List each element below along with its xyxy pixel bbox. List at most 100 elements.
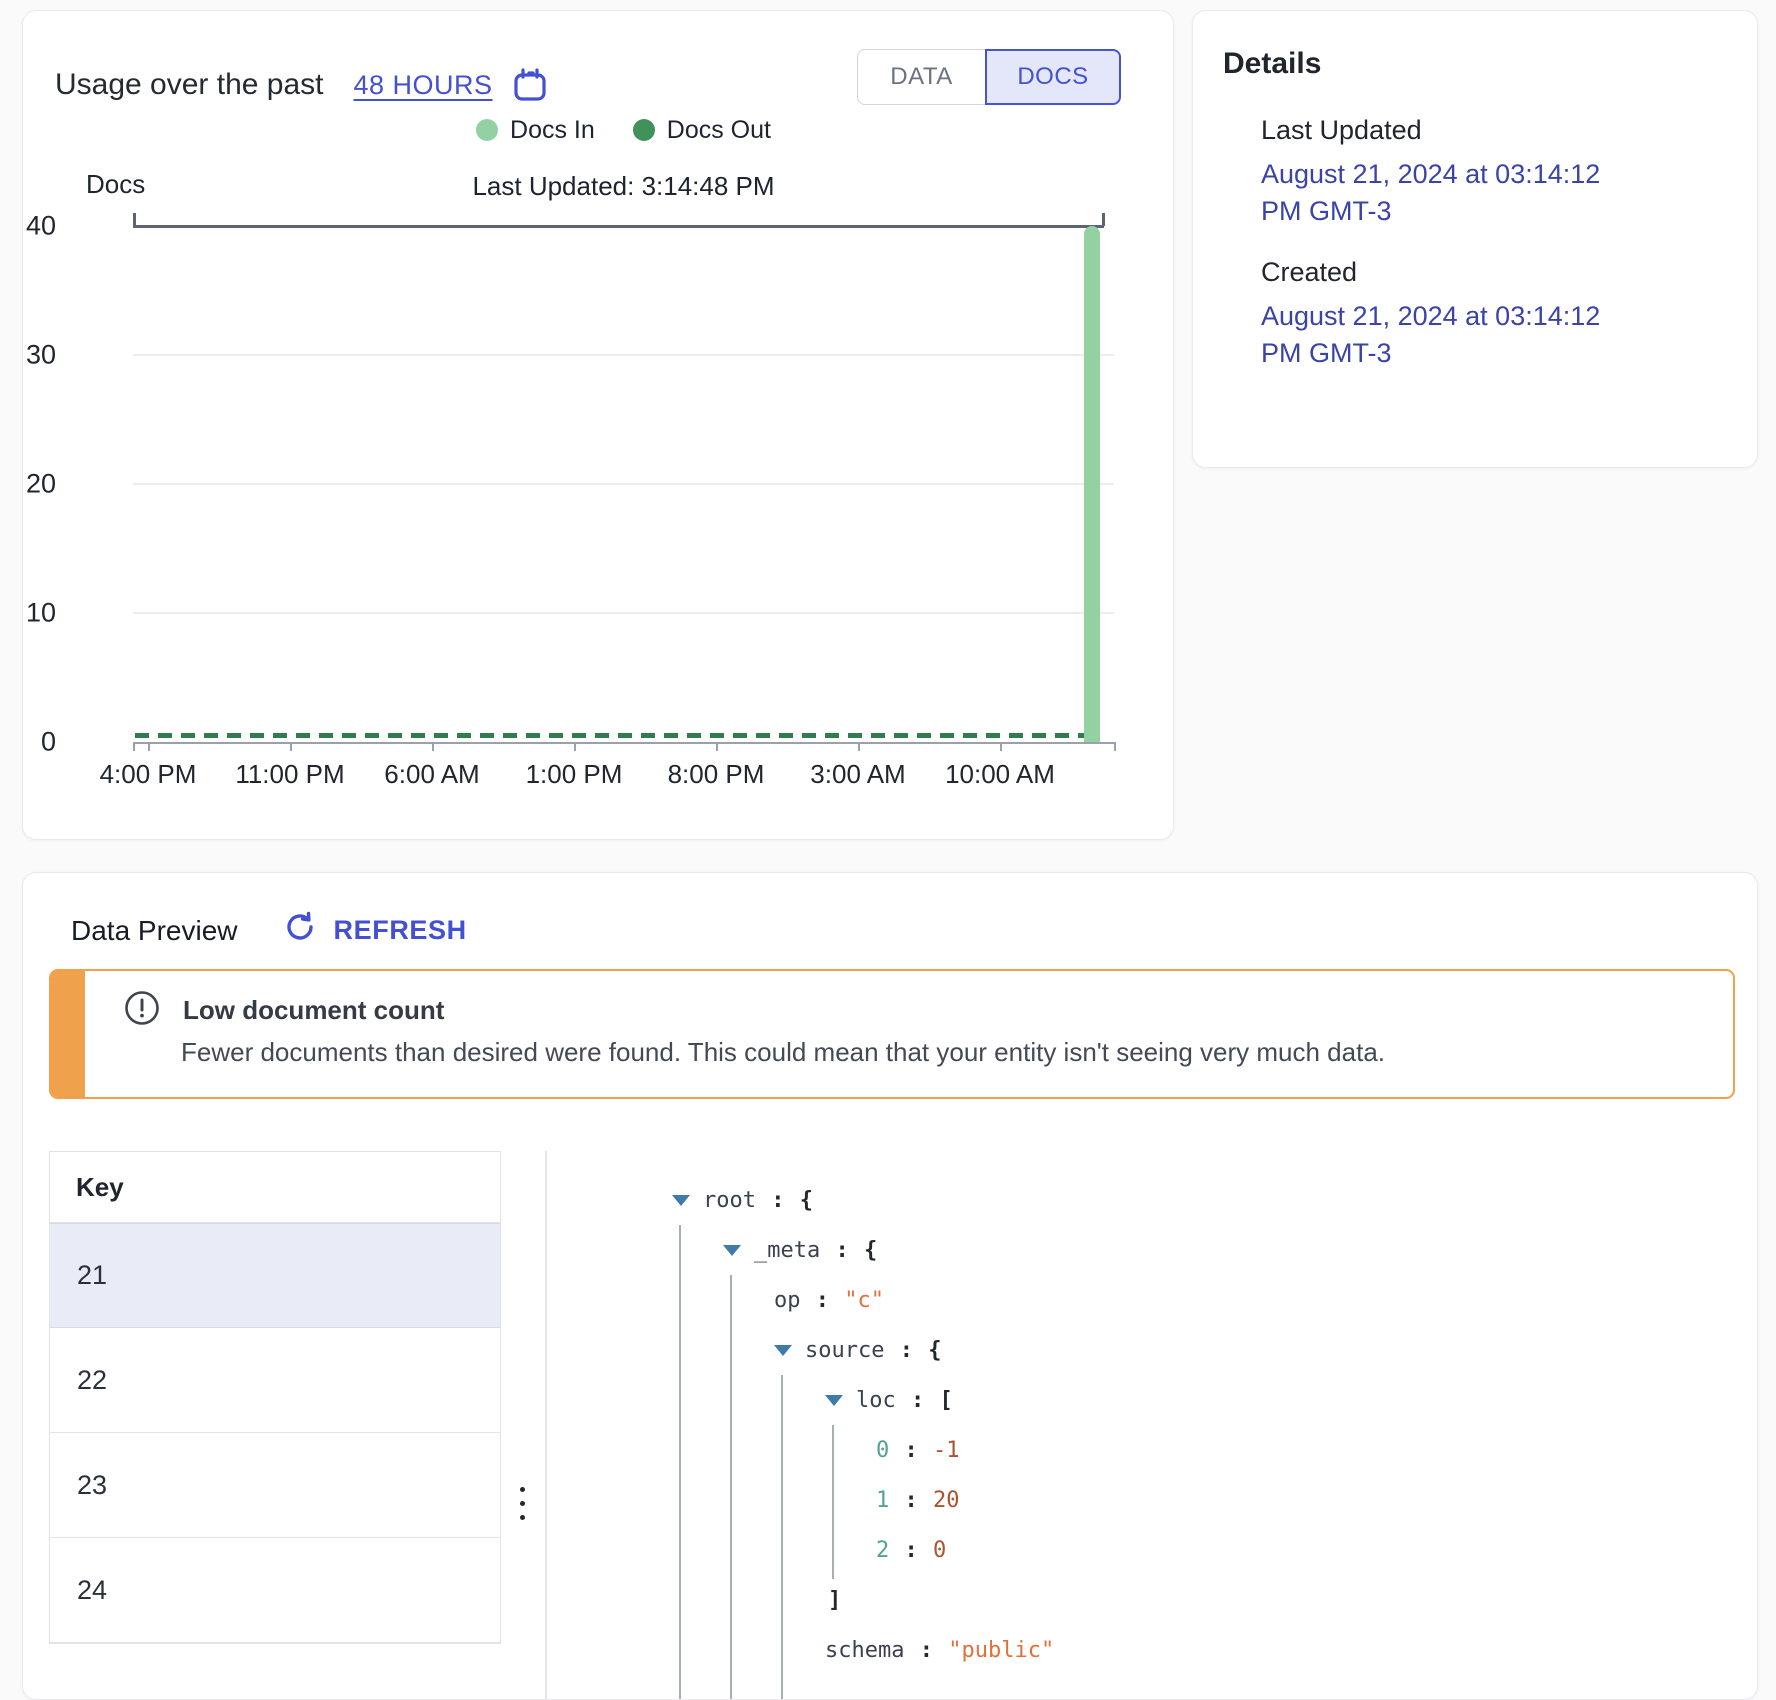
json-tree-row: root : {	[23, 1175, 1757, 1225]
usage-card: Usage over the past 48 HOURS DATA DOCS D…	[22, 10, 1174, 840]
json-value: 0	[933, 1537, 947, 1563]
warning-icon	[123, 989, 161, 1032]
json-key: schema	[825, 1637, 905, 1663]
panel-resize-handle[interactable]	[509, 1473, 535, 1533]
json-value: "public"	[948, 1637, 1055, 1663]
x-tick-label: 4:00 PM	[99, 759, 197, 789]
x-tick	[1000, 742, 1002, 751]
collapse-arrow-icon[interactable]	[774, 1344, 792, 1356]
preview-title: Data Preview	[71, 914, 238, 946]
json-colon: :	[822, 1237, 862, 1263]
calendar-icon[interactable]	[509, 64, 551, 106]
json-colon: :	[757, 1187, 798, 1213]
json-colon: :	[897, 1387, 938, 1413]
detail-last-updated: Last Updated August 21, 2024 at 03:14:12…	[1261, 115, 1733, 230]
close-bracket: ]	[828, 1587, 842, 1613]
json-key: op	[774, 1287, 801, 1313]
json-key: source	[805, 1337, 885, 1363]
key-table-row[interactable]: 24	[50, 1538, 500, 1643]
json-colon: :	[891, 1437, 931, 1463]
open-bracket: {	[928, 1337, 942, 1363]
json-value: "c"	[844, 1287, 884, 1313]
x-tick-label: 3:00 AM	[810, 759, 906, 789]
refresh-button[interactable]: REFRESH	[282, 909, 467, 952]
detail-label: Created	[1261, 257, 1358, 287]
details-title: Details	[1223, 47, 1322, 80]
x-tick	[290, 742, 292, 751]
json-colon: :	[891, 1487, 931, 1513]
json-value: -1	[933, 1437, 960, 1463]
json-key: 1	[876, 1487, 890, 1513]
x-tick-label: 8:00 PM	[667, 759, 765, 789]
open-bracket: {	[863, 1237, 878, 1263]
tree-guide-line	[781, 1375, 783, 1699]
json-tree-row: 0 : -1	[23, 1425, 1757, 1475]
json-tree-row: source : {	[23, 1325, 1757, 1375]
usage-title: Usage over the past	[55, 68, 324, 101]
x-tick	[574, 742, 576, 751]
data-preview-card: Data Preview REFRESH Low document count	[22, 872, 1758, 1700]
x-axis-line	[133, 742, 1114, 744]
alert-message: Fewer documents than desired were found.…	[181, 1037, 1386, 1067]
detail-created: Created August 21, 2024 at 03:14:12 PM G…	[1261, 257, 1733, 372]
detail-value: August 21, 2024 at 03:14:12 PM GMT-3	[1261, 301, 1601, 368]
usage-chart-plot: 40 30 20 10 0 4:00 PM 11:00 PM 6:00 AM 1:00 PM 8:…	[26, 211, 1116, 789]
details-card: Details Last Updated August 21, 2024 at …	[1192, 10, 1758, 468]
json-key: 2	[876, 1537, 890, 1563]
key-table-row[interactable]: 22	[50, 1328, 500, 1433]
chart-top-line	[133, 225, 1104, 228]
x-tick-label: 1:00 PM	[525, 759, 623, 789]
json-key: loc	[856, 1387, 896, 1413]
detail-value: August 21, 2024 at 03:14:12 PM GMT-3	[1261, 159, 1601, 226]
open-bracket: {	[799, 1187, 813, 1213]
json-tree-row: op : "c"	[23, 1275, 1757, 1325]
tree-guide-line	[832, 1425, 834, 1579]
refresh-icon	[282, 909, 318, 952]
json-tree-row: 1 : 20	[23, 1475, 1757, 1525]
collapse-arrow-icon[interactable]	[672, 1194, 690, 1206]
legend-item-docs-out[interactable]: Docs Out	[632, 116, 771, 145]
alert-title: Low document count	[183, 995, 445, 1025]
y-axis-title: Docs	[86, 169, 146, 199]
key-table: Key 21 22 23 24	[49, 1151, 501, 1644]
x-tick	[148, 742, 150, 751]
json-tree-row: 2 : 0	[23, 1525, 1757, 1575]
x-tick-label: 11:00 PM	[235, 759, 345, 789]
json-colon: :	[886, 1337, 927, 1363]
detail-label: Last Updated	[1261, 115, 1422, 145]
usage-header: Usage over the past 48 HOURS DATA DOCS	[55, 49, 1147, 115]
legend-item-docs-in[interactable]: Docs In	[476, 116, 595, 145]
low-document-count-alert: Low document count Fewer documents than …	[49, 969, 1735, 1099]
gridline	[133, 354, 1114, 356]
range-48-hours-link[interactable]: 48 HOURS	[353, 69, 493, 100]
y-tick-label: 40	[25, 210, 56, 241]
x-tick	[716, 742, 718, 751]
panel-divider	[545, 1151, 547, 1699]
json-tree-row: loc : [	[23, 1375, 1757, 1425]
tree-guide-line	[730, 1275, 732, 1699]
collapse-arrow-icon[interactable]	[825, 1394, 843, 1406]
json-tree-row: ]	[23, 1575, 1757, 1625]
docs-in-bar[interactable]	[1084, 226, 1100, 742]
json-key: _meta	[754, 1237, 821, 1263]
json-colon: :	[802, 1287, 843, 1313]
key-table-row[interactable]: 21	[50, 1223, 500, 1328]
docs-in-dot-icon	[476, 119, 499, 141]
y-tick-label: 10	[25, 597, 56, 628]
x-tick-label: 10:00 AM	[945, 759, 1055, 789]
docs-out-dot-icon	[632, 119, 655, 141]
x-tick	[1114, 742, 1116, 751]
y-tick-label: 20	[25, 468, 56, 499]
chart-last-updated-label: Last Updated: 3:14:48 PM	[472, 171, 775, 201]
toggle-docs-button[interactable]: DOCS	[985, 49, 1121, 105]
json-key: root	[703, 1187, 756, 1213]
axis-end-cap	[1102, 213, 1105, 226]
json-tree-row: schema : "public"	[23, 1625, 1757, 1675]
docs-out-series-line	[135, 733, 1084, 738]
json-value: 20	[933, 1487, 960, 1513]
toggle-data-button[interactable]: DATA	[857, 49, 985, 105]
collapse-arrow-icon[interactable]	[723, 1244, 741, 1256]
key-table-row[interactable]: 23	[50, 1433, 500, 1538]
axis-end-cap	[133, 213, 136, 226]
gridline	[133, 483, 1114, 485]
